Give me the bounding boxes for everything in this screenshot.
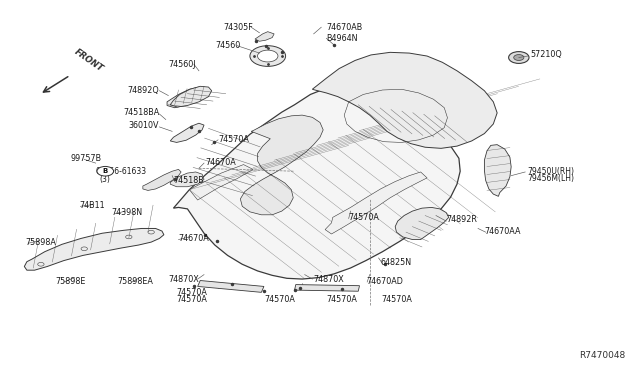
Polygon shape	[255, 32, 274, 41]
Polygon shape	[143, 169, 181, 190]
Text: 74570A: 74570A	[326, 295, 357, 304]
Text: 64825N: 64825N	[381, 258, 412, 267]
Polygon shape	[241, 115, 323, 215]
Text: 74670AA: 74670AA	[484, 227, 521, 235]
Text: 74B11: 74B11	[79, 201, 105, 210]
Polygon shape	[395, 208, 449, 240]
Polygon shape	[170, 86, 212, 107]
Text: (3): (3)	[99, 175, 109, 184]
Text: 74570A: 74570A	[218, 135, 249, 144]
Text: B4964N: B4964N	[326, 34, 358, 43]
Polygon shape	[198, 280, 264, 292]
Circle shape	[509, 52, 529, 63]
Text: 57210Q: 57210Q	[531, 51, 562, 60]
Polygon shape	[24, 228, 164, 270]
Polygon shape	[170, 172, 204, 187]
Text: 36010V: 36010V	[129, 121, 159, 130]
Text: 74305F: 74305F	[223, 23, 253, 32]
Text: 74560: 74560	[215, 41, 241, 50]
Polygon shape	[312, 52, 497, 148]
Text: 74670A: 74670A	[179, 234, 209, 243]
Text: B: B	[102, 168, 108, 174]
Text: 75898EA: 75898EA	[117, 277, 153, 286]
Text: 74570A: 74570A	[177, 295, 207, 304]
Text: 74518BA: 74518BA	[123, 108, 159, 118]
Circle shape	[257, 50, 278, 62]
Text: 74518B: 74518B	[173, 176, 204, 185]
Text: 74670AB: 74670AB	[326, 23, 363, 32]
Text: 75898E: 75898E	[56, 277, 86, 286]
Circle shape	[514, 55, 524, 61]
Polygon shape	[189, 164, 253, 200]
Polygon shape	[173, 88, 460, 279]
Polygon shape	[484, 145, 511, 196]
Text: 79456M(LH): 79456M(LH)	[527, 174, 574, 183]
Text: FRONT: FRONT	[73, 47, 105, 73]
Text: 74398N: 74398N	[111, 208, 142, 217]
Polygon shape	[294, 285, 360, 291]
Circle shape	[250, 46, 285, 66]
Text: 74570A: 74570A	[382, 295, 413, 304]
Text: 74892R: 74892R	[446, 215, 477, 224]
Polygon shape	[325, 172, 427, 234]
Text: 74570A: 74570A	[177, 288, 207, 297]
Circle shape	[97, 166, 113, 176]
Polygon shape	[170, 123, 204, 142]
Text: 74670A: 74670A	[205, 157, 236, 167]
Text: 75898A: 75898A	[26, 238, 56, 247]
Text: 74560J: 74560J	[168, 60, 196, 69]
Text: 74870X: 74870X	[168, 275, 199, 283]
Text: 74892Q: 74892Q	[127, 86, 159, 94]
Text: 74570A: 74570A	[264, 295, 295, 304]
Text: 74670AD: 74670AD	[366, 277, 403, 286]
Text: 99757B: 99757B	[70, 154, 101, 163]
Polygon shape	[167, 87, 205, 108]
Text: 79450U(RH): 79450U(RH)	[527, 167, 574, 176]
Text: R7470048: R7470048	[580, 351, 626, 360]
Text: 74570A: 74570A	[349, 213, 380, 222]
Text: 74870X: 74870X	[314, 275, 344, 283]
Text: 08156-61633: 08156-61633	[96, 167, 147, 176]
